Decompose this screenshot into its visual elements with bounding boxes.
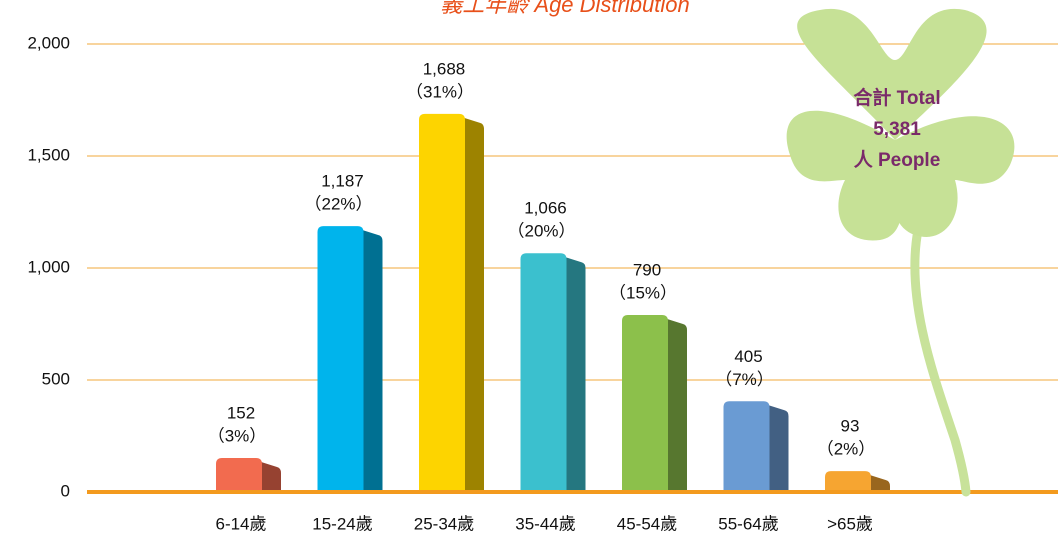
x-tick-label: 55-64歲	[718, 514, 778, 533]
bar	[825, 471, 871, 490]
y-tick-label: 1,000	[27, 257, 70, 276]
total-value: 5,381	[873, 119, 921, 140]
total-label: 合計 Total	[853, 86, 940, 109]
bar	[419, 114, 465, 490]
bar	[724, 401, 770, 490]
percent-label: （3%）	[208, 426, 267, 445]
value-label: 1,187	[321, 172, 364, 191]
value-label: 405	[734, 347, 762, 366]
bar	[521, 253, 567, 490]
total-unit: 人 People	[854, 149, 941, 171]
chart: 義工年齡 Age Distribution 0 500 1,000 1,500 2,00…	[0, 0, 1058, 540]
x-tick-label: >65歲	[827, 514, 873, 533]
y-tick-label: 2,000	[27, 33, 70, 52]
clover: 合計 Total 5,381 人 People	[787, 9, 1015, 492]
value-label: 1,688	[423, 59, 466, 78]
y-tick-label: 0	[61, 481, 70, 500]
x-tick-label: 6-14歲	[215, 514, 266, 533]
percent-label: （31%）	[406, 82, 474, 101]
percent-label: （15%）	[609, 284, 677, 303]
percent-label: （20%）	[507, 222, 575, 241]
x-tick-label: 35-44歲	[515, 514, 575, 533]
bar	[216, 458, 262, 490]
percent-label: （22%）	[304, 195, 372, 214]
bar	[622, 315, 668, 490]
x-tick-label: 25-34歲	[414, 514, 474, 533]
y-tick-label: 500	[42, 369, 70, 388]
value-label: 790	[633, 261, 661, 280]
bar	[318, 226, 364, 490]
x-tick-label: 45-54歲	[617, 514, 677, 533]
chart-title: 義工年齡 Age Distribution	[440, 0, 689, 17]
value-label: 1,066	[524, 199, 567, 218]
y-tick-label: 1,500	[27, 145, 70, 164]
percent-label: （2%）	[817, 440, 876, 459]
value-label: 93	[841, 417, 860, 436]
percent-label: （7%）	[715, 370, 774, 389]
value-label: 152	[227, 403, 255, 422]
x-tick-label: 15-24歲	[312, 514, 372, 533]
